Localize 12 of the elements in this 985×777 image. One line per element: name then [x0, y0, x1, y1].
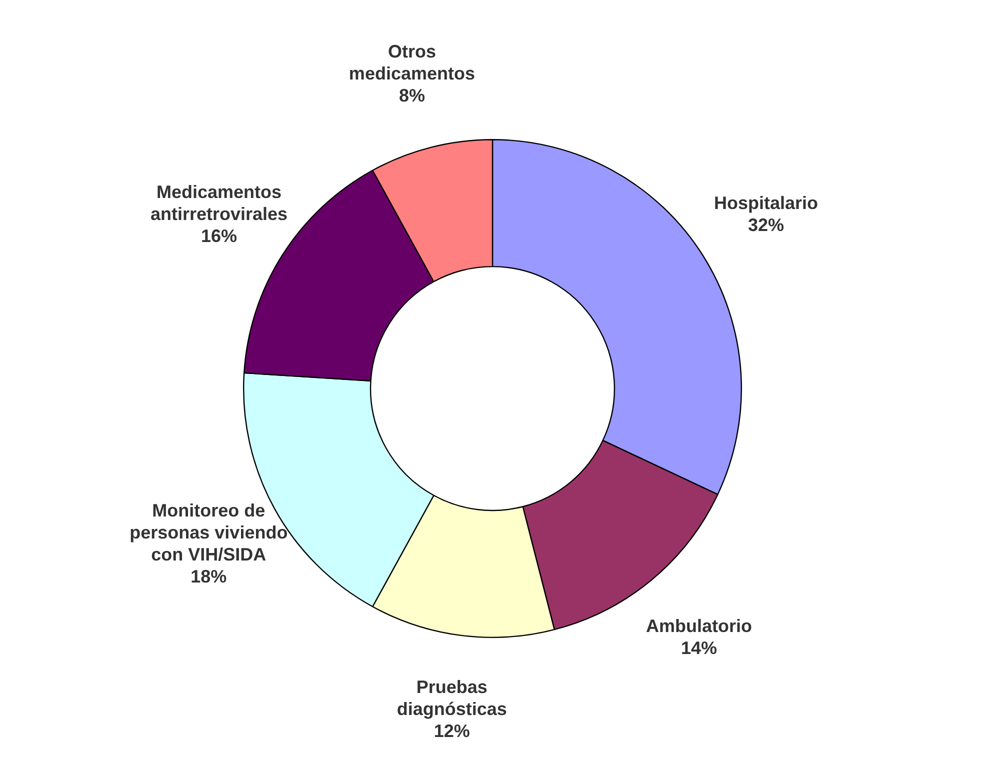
slice-label: Monitoreo de personas viviendo con VIH/SIDA: [130, 500, 288, 565]
slice-label: Ambulatorio: [646, 616, 752, 636]
data-label: 16%: [201, 226, 238, 246]
slice-label: Pruebas diagnósticas: [396, 676, 507, 719]
data-label: 18%: [190, 566, 227, 587]
slice-label: Medicamentos antirretrovirales: [150, 182, 288, 224]
slice-label: Otros medicamentos: [348, 42, 475, 84]
data-label: 14%: [680, 638, 717, 658]
data-label: 12%: [434, 720, 470, 741]
data-label: 8%: [398, 86, 425, 106]
slice-label: Hospitalario: [714, 192, 818, 213]
data-label: 32%: [748, 214, 784, 235]
